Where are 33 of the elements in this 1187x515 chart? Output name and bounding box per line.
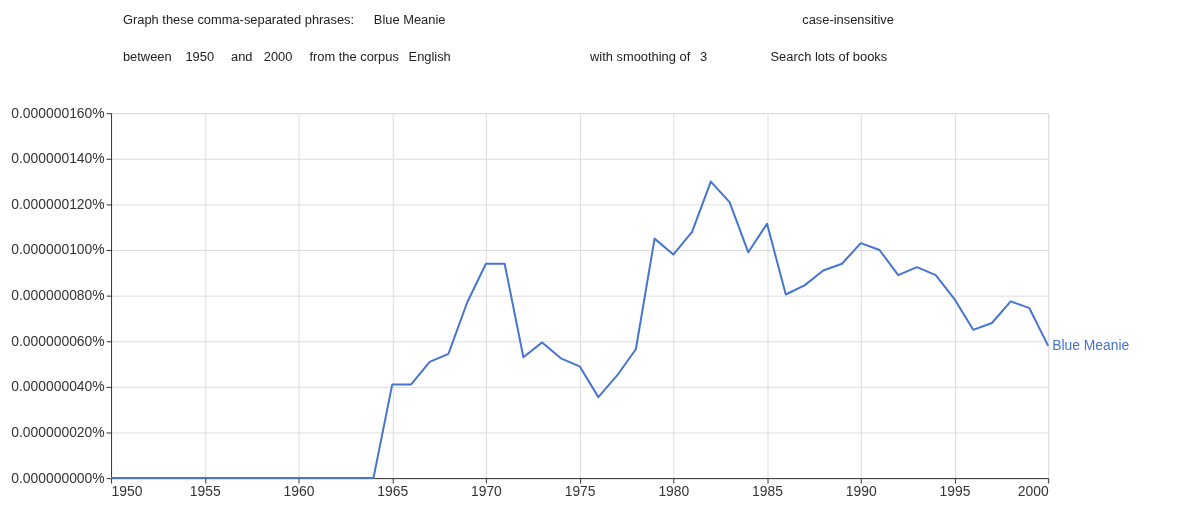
x-tick-label: 1950 <box>111 483 143 500</box>
y-tick-label: 0.000000140% <box>11 150 105 167</box>
y-tick-label: 0.000000060% <box>11 332 105 349</box>
y-tick-label: 0.000000120% <box>11 195 105 212</box>
series-label: Blue Meanie <box>1052 336 1130 353</box>
text: Blue Meanie <box>373 11 446 27</box>
x-tick-label: 1980 <box>658 483 690 500</box>
text: with smoothing of <box>589 48 691 64</box>
x-tick-label: 1965 <box>377 483 409 500</box>
text: English <box>408 48 451 64</box>
y-tick-label: 0.000000000% <box>11 469 105 486</box>
text: Graph these comma-separated phrases: <box>122 11 355 27</box>
text: case-insensitive <box>802 11 894 27</box>
x-tick-label: 1995 <box>939 483 971 500</box>
x-tick-label: 1975 <box>564 483 596 500</box>
text: 1950 <box>185 48 215 64</box>
text: between <box>122 48 172 64</box>
x-tick-label: 1985 <box>752 483 784 500</box>
x-tick-label: 2000 <box>1017 483 1049 500</box>
y-tick-label: 0.000000020% <box>11 423 105 440</box>
x-tick-label: 1960 <box>283 483 315 500</box>
y-tick-label: 0.000000100% <box>11 241 105 258</box>
x-tick-label: 1990 <box>845 483 877 500</box>
text: 2000 <box>263 48 293 64</box>
y-tick-label: 0.000000080% <box>11 287 105 304</box>
text: Search lots of books <box>770 48 888 64</box>
y-tick-label: 0.000000040% <box>11 378 105 395</box>
x-tick-label: 1970 <box>470 483 503 500</box>
text: 3 <box>700 48 708 64</box>
text: from the corpus <box>309 48 399 64</box>
x-tick-label: 1955 <box>189 483 221 500</box>
y-tick-label: 0.000000160% <box>11 104 105 121</box>
text: and <box>231 48 253 64</box>
